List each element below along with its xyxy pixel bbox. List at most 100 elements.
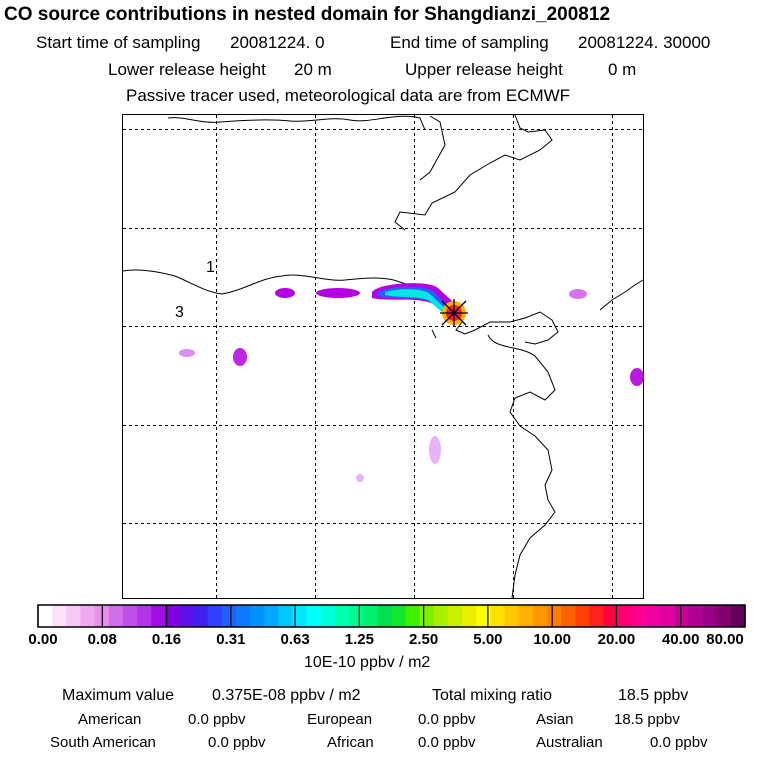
colorbar-cell	[221, 605, 237, 627]
asian-label: Asian	[536, 711, 574, 728]
colorbar-cell	[349, 605, 364, 627]
co-plume	[179, 283, 644, 482]
colorbar-tick-label: 5.00	[473, 631, 503, 648]
plume-patch	[569, 289, 587, 299]
plume-patch	[179, 349, 195, 357]
region-label-3: 3	[175, 304, 184, 321]
colorbar-cell	[589, 605, 605, 627]
end-time-value: 20081224. 30000	[578, 33, 711, 52]
colorbar	[37, 604, 746, 628]
colorbar-unit: 10E-10 ppbv / m2	[304, 654, 431, 671]
colorbar-tick-label: 20.00	[597, 631, 636, 648]
start-time-value: 20081224. 0	[230, 33, 325, 52]
lower-release-value: 20 m	[294, 60, 332, 79]
african-label: African	[327, 734, 374, 751]
asian-value: 18.5 ppbv	[614, 711, 680, 728]
colorbar-cell	[278, 605, 294, 627]
border-line	[419, 115, 446, 181]
colorbar-cell	[151, 605, 166, 627]
colorbar-cell	[631, 605, 647, 627]
colorbar-cell	[320, 605, 336, 627]
upper-release-label: Upper release height	[405, 60, 563, 79]
colorbar-tick-label: 0.00	[28, 631, 58, 648]
colorbar-tick-label: 1.25	[344, 631, 374, 648]
colorbar-cell	[292, 605, 308, 627]
colorbar-cell	[561, 605, 576, 627]
max-value-label: Maximum value	[62, 687, 175, 704]
colorbar-frame	[37, 604, 746, 628]
colorbar-cell	[730, 605, 746, 627]
tracer-note: Passive tracer used, meteorological data…	[126, 86, 571, 105]
australian-label: Australian	[536, 734, 603, 751]
colorbar-cell	[165, 605, 180, 627]
colorbar-cell	[334, 605, 350, 627]
colorbar-cell	[38, 605, 53, 627]
colorbar-tick-label: 0.08	[87, 631, 117, 648]
european-value: 0.0 ppbv	[418, 711, 476, 728]
region-label-1: 1	[206, 259, 215, 276]
border-line	[394, 114, 553, 231]
map-frame	[122, 114, 644, 599]
plume-patch	[233, 348, 247, 366]
american-label: American	[78, 711, 142, 728]
coastline	[487, 334, 556, 599]
colorbar-cell	[179, 605, 195, 627]
lower-release-label: Lower release height	[108, 60, 266, 79]
colorbar-cell	[575, 605, 591, 627]
colorbar-cell	[80, 605, 96, 627]
colorbar-cell	[250, 605, 265, 627]
plume-patch	[275, 288, 295, 298]
colorbar-cell	[702, 605, 718, 627]
colorbar-tick-label: 10.00	[533, 631, 571, 648]
colorbar-cell	[136, 605, 152, 627]
colorbar-cell	[306, 605, 322, 627]
colorbar-tick-label: 80.00	[706, 631, 744, 648]
end-time-label: End time of sampling	[390, 33, 549, 52]
plume-patch	[630, 368, 644, 386]
page-title: CO source contributions in nested domain…	[4, 4, 611, 25]
colorbar-cell	[363, 605, 378, 627]
border-line	[167, 115, 426, 131]
colorbar-tick-label: 40.00	[661, 631, 700, 648]
american-value: 0.0 ppbv	[188, 711, 246, 728]
colorbar-cell	[264, 605, 279, 627]
colorbar-cell	[518, 605, 534, 627]
coastline	[599, 279, 644, 311]
colorbar-cell	[52, 605, 67, 627]
australian-value: 0.0 ppbv	[650, 734, 708, 751]
receptor-marker	[440, 299, 468, 327]
colorbar-cell	[660, 605, 675, 627]
colorbar-cell	[235, 605, 251, 627]
colorbar-cell	[405, 605, 421, 627]
colorbar-cell	[207, 605, 223, 627]
colorbar-cell	[532, 605, 548, 627]
colorbar-cell	[391, 605, 407, 627]
colorbar-cell	[108, 605, 124, 627]
colorbar-cell	[122, 605, 138, 627]
colorbar-cell	[617, 605, 633, 627]
plume-patch	[316, 288, 360, 298]
colorbar-cell	[716, 605, 732, 627]
total-mixing-label: Total mixing ratio	[432, 687, 553, 704]
plume-patch	[385, 289, 448, 314]
colorbar-cell	[462, 605, 477, 627]
colorbar-cell	[603, 605, 619, 627]
receptor-star-icon	[440, 299, 468, 327]
colorbar-cell	[419, 605, 435, 627]
colorbar-cell	[646, 605, 661, 627]
colorbar-cell	[504, 605, 520, 627]
colorbar-cell	[193, 605, 209, 627]
colorbar-cell	[66, 605, 82, 627]
plume-patch	[429, 436, 441, 464]
colorbar-tick-label: 0.31	[216, 631, 246, 648]
south-american-value: 0.0 ppbv	[208, 734, 266, 751]
coastline	[431, 329, 437, 339]
max-value: 0.375E-08 ppbv / m2	[212, 687, 361, 704]
colorbar-cell	[377, 605, 393, 627]
colorbar-cell	[448, 605, 463, 627]
colorbar-cell	[490, 605, 506, 627]
colorbar-tick-label: 0.16	[151, 631, 182, 648]
colorbar-tick-label: 0.63	[280, 631, 310, 648]
total-mixing-value: 18.5 ppbv	[618, 687, 689, 704]
